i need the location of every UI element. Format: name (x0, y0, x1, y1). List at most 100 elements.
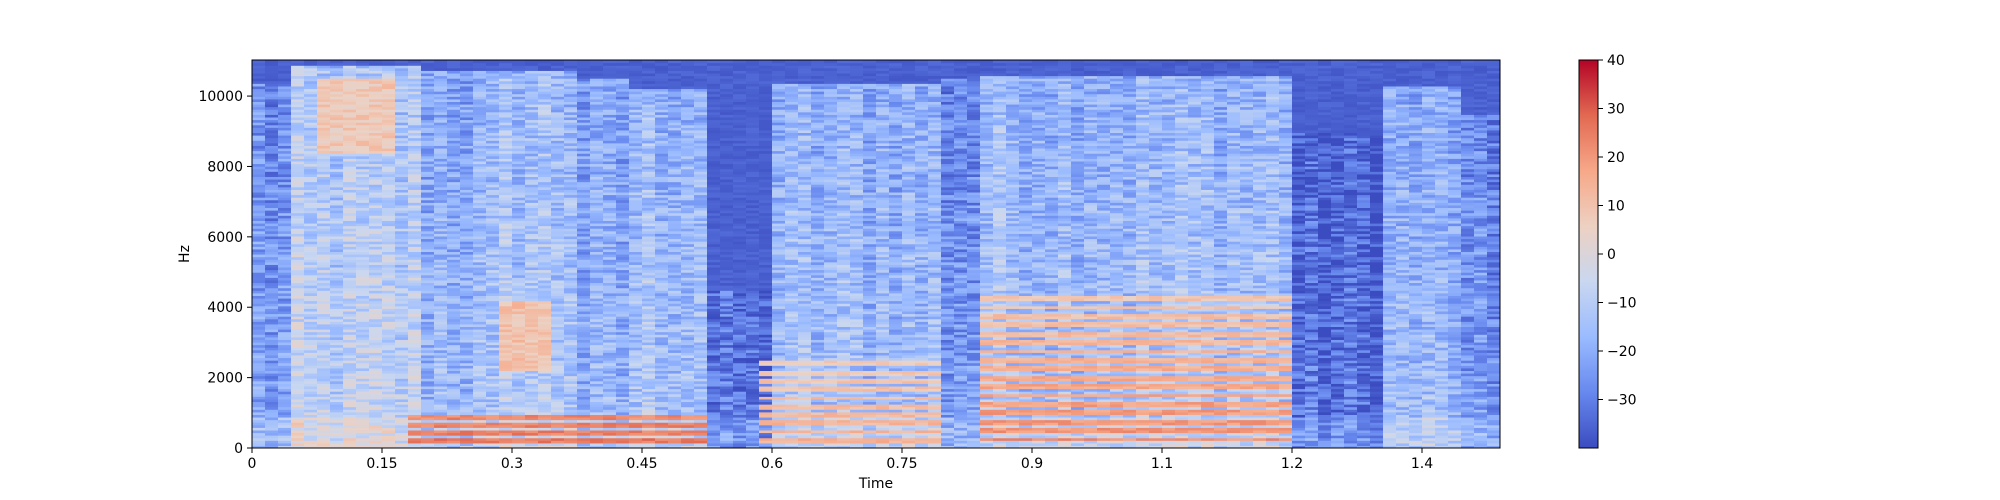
spectrogram-cell (395, 378, 409, 382)
spectrogram-cell (460, 279, 474, 284)
spectrogram-cell (382, 176, 396, 180)
spectrogram-cell (577, 429, 591, 434)
spectrogram-cell (408, 445, 422, 448)
spectrogram-cell (590, 142, 604, 146)
spectrogram-cell (395, 85, 409, 90)
spectrogram-cell (447, 336, 461, 340)
spectrogram-cell (681, 380, 695, 384)
spectrogram-cell (330, 119, 344, 123)
spectrogram-cell (460, 80, 474, 84)
spectrogram-cell (525, 352, 539, 356)
spectrogram-cell (577, 310, 591, 315)
spectrogram-cell (447, 310, 461, 315)
spectrogram-cell (642, 145, 656, 149)
spectrogram-cell (629, 409, 643, 413)
spectrogram-cell (343, 132, 357, 136)
spectrogram-cell (447, 279, 461, 284)
spectrogram-cell (434, 241, 448, 245)
spectrogram-cell (278, 251, 292, 255)
spectrogram-cell (616, 194, 630, 198)
spectrogram-cell (291, 442, 305, 447)
spectrogram-cell (265, 153, 279, 157)
spectrogram-cell (252, 360, 266, 364)
spectrogram-cell (447, 285, 461, 289)
spectrogram-cell (590, 124, 604, 128)
spectrogram-cell (408, 378, 422, 382)
spectrogram-cell (512, 406, 526, 410)
spectrogram-cell (603, 329, 617, 333)
spectrogram-cell (330, 331, 344, 335)
spectrogram-cell (291, 344, 305, 348)
spectrogram-cell (304, 316, 318, 320)
spectrogram-cell (408, 220, 422, 224)
spectrogram-cell (317, 310, 331, 315)
spectrogram-cell (447, 119, 461, 123)
spectrogram-cell (603, 341, 617, 346)
spectrogram-cell (447, 98, 461, 102)
spectrogram-cell (460, 62, 474, 66)
spectrogram-cell (265, 329, 279, 333)
spectrogram-cell (434, 419, 448, 423)
spectrogram-cell (252, 378, 266, 382)
spectrogram-cell (499, 186, 513, 190)
spectrogram-cell (343, 290, 357, 294)
spectrogram-cell (538, 416, 552, 421)
spectrogram-cell (512, 93, 526, 97)
spectrogram-cell (512, 173, 526, 177)
spectrogram-cell (629, 404, 643, 408)
spectrogram-cell (512, 277, 526, 281)
spectrogram-cell (291, 282, 305, 286)
spectrogram-cell (265, 391, 279, 395)
spectrogram-cell (304, 385, 318, 390)
spectrogram-cell (629, 341, 643, 346)
spectrogram-cell (447, 191, 461, 196)
spectrogram-cell (330, 264, 344, 268)
spectrogram-cell (408, 114, 422, 118)
spectrogram-cell (525, 321, 539, 325)
spectrogram-cell (434, 285, 448, 289)
spectrogram-cell (668, 391, 682, 395)
spectrogram-cell (408, 189, 422, 193)
spectrogram-cell (408, 406, 422, 410)
spectrogram-cell (382, 106, 396, 110)
spectrogram-cell (577, 331, 591, 335)
spectrogram-cell (486, 194, 500, 198)
spectrogram-cell (525, 215, 539, 219)
spectrogram-cell (616, 339, 630, 343)
spectrogram-cell (668, 248, 682, 253)
spectrogram-cell (564, 442, 578, 447)
spectrogram-cell (434, 297, 448, 302)
spectrogram-cell (525, 259, 539, 263)
spectrogram-cell (603, 101, 617, 105)
spectrogram-cell (252, 370, 266, 374)
spectrogram-cell (525, 313, 539, 317)
spectrogram-cell (408, 103, 422, 108)
spectrogram-cell (564, 122, 578, 126)
spectrogram-cell (421, 222, 435, 227)
spectrogram-cell (434, 210, 448, 214)
spectrogram-cell (668, 70, 682, 74)
spectrogram-cell (356, 137, 370, 141)
spectrogram-cell (486, 380, 500, 384)
spectrogram-cell (343, 178, 357, 183)
spectrogram-cell (460, 166, 474, 170)
spectrogram-cell (499, 135, 513, 139)
spectrogram-cell (304, 354, 318, 359)
spectrogram-cell (616, 290, 630, 294)
spectrogram-cell (668, 385, 682, 390)
spectrogram-cell (447, 132, 461, 136)
spectrogram-cell (421, 199, 435, 203)
spectrogram-cell (499, 313, 513, 317)
spectrogram-cell (629, 416, 643, 421)
spectrogram-cell (525, 186, 539, 190)
spectrogram-cell (291, 272, 305, 276)
spectrogram-cell (616, 88, 630, 92)
spectrogram-cell (265, 365, 279, 369)
spectrogram-cell (317, 404, 331, 408)
spectrogram-cell (564, 127, 578, 131)
spectrogram-cell (382, 357, 396, 361)
spectrogram-cell (629, 308, 643, 312)
spectrogram-cell (642, 116, 656, 121)
spectrogram-cell (356, 385, 370, 390)
spectrogram-cell (525, 135, 539, 139)
